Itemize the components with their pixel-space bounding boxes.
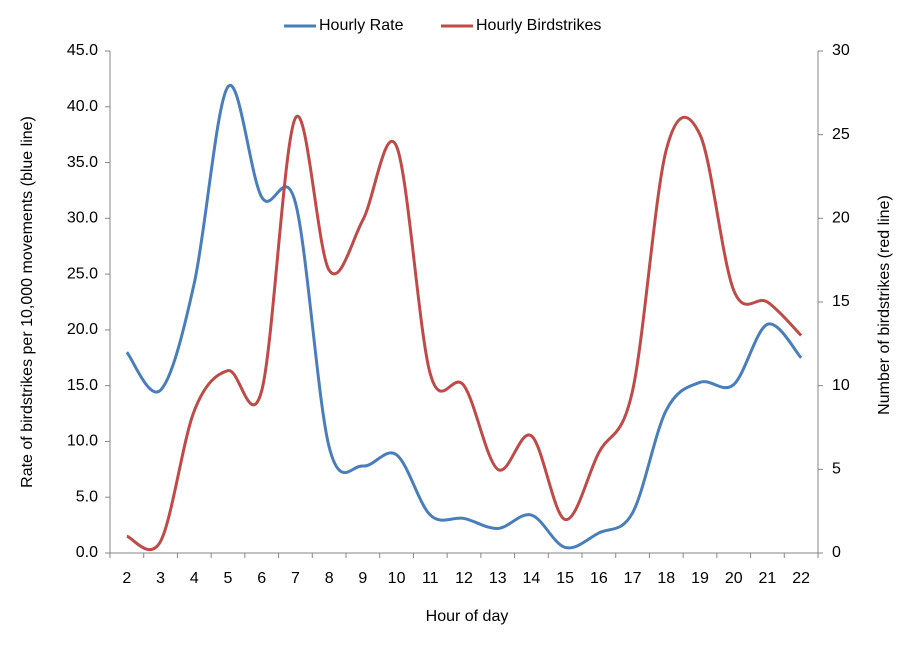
x-tick-label: 2 xyxy=(122,570,131,587)
y2-tick-label: 25 xyxy=(832,126,850,143)
x-tick-label: 18 xyxy=(657,570,675,587)
y2-tick-label: 0 xyxy=(832,544,841,561)
x-tick-label: 17 xyxy=(624,570,642,587)
y-tick-label: 5.0 xyxy=(76,488,98,505)
y2-tick-label: 5 xyxy=(832,461,841,478)
x-tick-label: 20 xyxy=(725,570,743,587)
x-tick-label: 15 xyxy=(556,570,574,587)
x-tick-label: 11 xyxy=(422,570,439,587)
x-tick-label: 22 xyxy=(792,570,810,587)
y2-axis-title: Number of birdstrikes (red line) xyxy=(876,195,893,415)
x-tick-label: 12 xyxy=(455,570,473,587)
y2-tick-label: 20 xyxy=(832,210,850,227)
y-tick-label: 40.0 xyxy=(67,98,98,115)
x-tick-label: 5 xyxy=(224,570,233,587)
y-tick-label: 30.0 xyxy=(67,210,98,227)
legend-label: Hourly Birdstrikes xyxy=(476,17,601,34)
y-tick-label: 0.0 xyxy=(76,544,98,561)
x-tick-label: 8 xyxy=(325,570,334,587)
y2-tick-label: 10 xyxy=(832,377,850,394)
y-tick-label: 25.0 xyxy=(67,265,98,282)
y-tick-label: 15.0 xyxy=(67,377,98,394)
legend-label: Hourly Rate xyxy=(319,17,404,34)
line xyxy=(126,114,803,551)
x-tick-label: 3 xyxy=(156,570,165,587)
x-tick-label: 9 xyxy=(358,570,367,587)
y-tick-label: 35.0 xyxy=(67,154,98,171)
x-tick-label: 13 xyxy=(489,570,507,587)
x-tick-label: 19 xyxy=(691,570,709,587)
y-tick-label: 20.0 xyxy=(67,321,98,338)
x-axis-title: Hour of day xyxy=(426,608,509,625)
x-tick-label: 16 xyxy=(590,570,608,587)
y2-tick-label: 30 xyxy=(832,42,850,59)
y2-tick-label: 15 xyxy=(832,293,850,310)
line xyxy=(125,83,803,550)
y-axis-title: Rate of birdstrikes per 10,000 movements… xyxy=(19,116,36,488)
y-tick-label: 10.0 xyxy=(67,433,98,450)
x-tick-label: 14 xyxy=(523,570,541,587)
x-tick-label: 21 xyxy=(759,570,777,587)
x-tick-label: 10 xyxy=(388,570,406,587)
x-tick-label: 6 xyxy=(257,570,266,587)
x-tick-label: 7 xyxy=(291,570,300,587)
x-tick-label: 4 xyxy=(190,570,199,587)
y-tick-label: 45.0 xyxy=(67,42,98,59)
